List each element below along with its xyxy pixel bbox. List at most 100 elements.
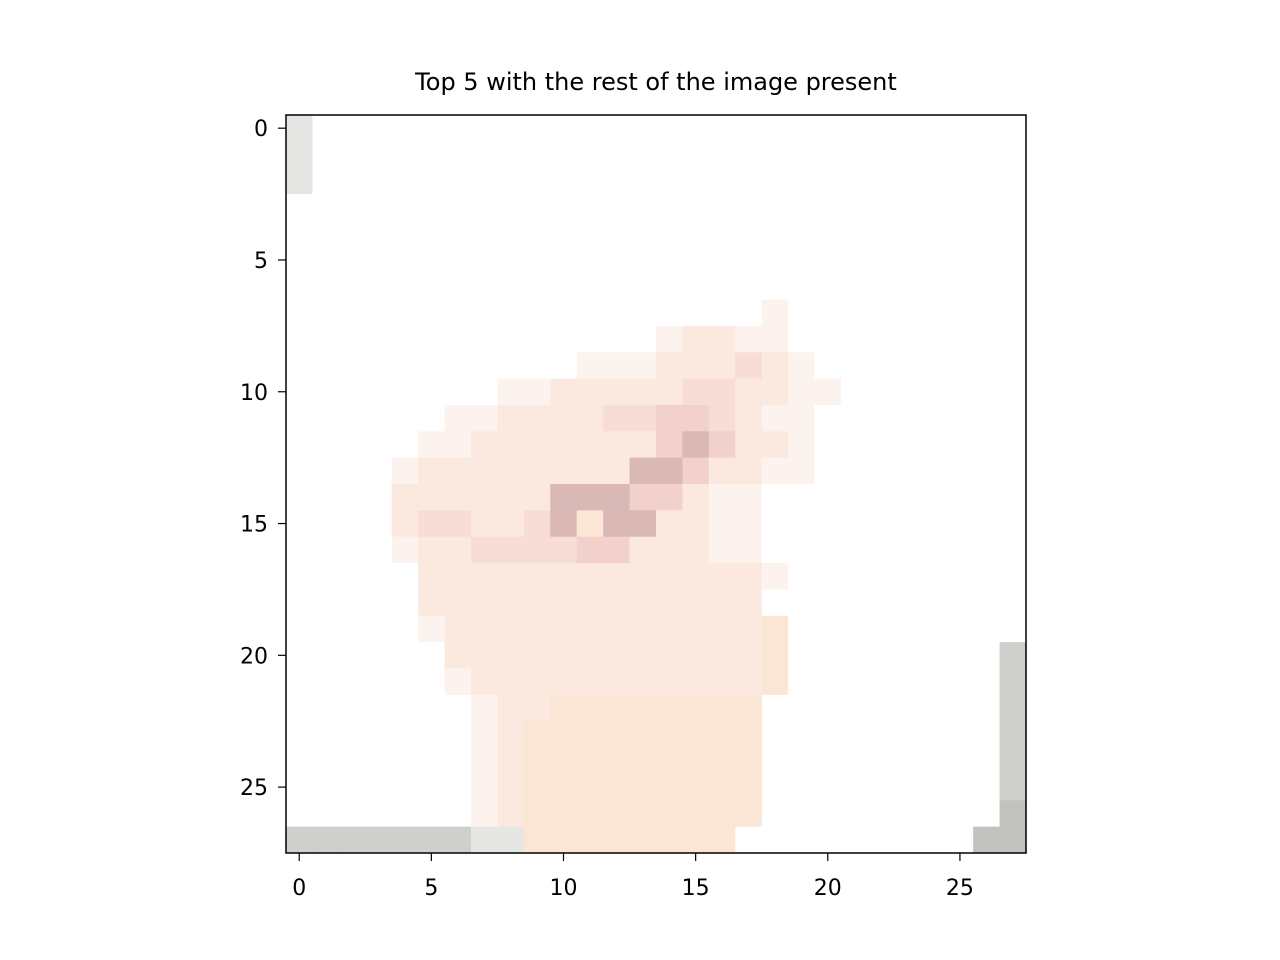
heatmap-cell	[471, 642, 499, 670]
heatmap-cell	[444, 194, 472, 222]
heatmap-cell	[893, 404, 921, 432]
heatmap-cell	[497, 589, 525, 617]
heatmap-cell	[788, 220, 816, 248]
heatmap-cell	[391, 431, 419, 459]
heatmap-cell	[761, 220, 789, 248]
heatmap-cell	[973, 246, 1001, 274]
heatmap-cell	[973, 325, 1001, 353]
heatmap-cell	[312, 246, 340, 274]
heatmap-cell	[893, 299, 921, 327]
heatmap-cell	[312, 325, 340, 353]
heatmap-cell	[814, 352, 842, 380]
heatmap-cell	[576, 167, 604, 195]
heatmap-cell	[312, 457, 340, 485]
heatmap-cell	[656, 246, 684, 274]
heatmap-cell	[708, 325, 736, 353]
x-tick-label: 20	[814, 876, 842, 901]
heatmap-cell	[603, 694, 631, 722]
heatmap-cell	[338, 484, 366, 511]
heatmap-cell	[656, 325, 684, 353]
heatmap-cell	[735, 773, 763, 801]
heatmap-cell	[523, 115, 551, 142]
heatmap-cell	[444, 642, 472, 670]
heatmap-cell	[365, 352, 393, 380]
heatmap-cell	[523, 431, 551, 459]
heatmap-cell	[603, 457, 631, 485]
heatmap-cell	[523, 721, 551, 749]
heatmap-cell	[841, 536, 869, 564]
heatmap-cell	[338, 273, 366, 301]
heatmap-cell	[471, 694, 499, 722]
heatmap-cell	[391, 694, 419, 722]
heatmap-cell	[365, 457, 393, 485]
heatmap-cell	[893, 484, 921, 511]
heatmap-cell	[946, 721, 974, 749]
heatmap-cell	[629, 563, 657, 591]
heatmap-cell	[735, 167, 763, 195]
heatmap-cell	[867, 273, 895, 301]
heatmap-cell	[629, 167, 657, 195]
heatmap-cell	[761, 246, 789, 274]
heatmap-cell	[788, 694, 816, 722]
heatmap-cell	[867, 115, 895, 142]
heatmap-cell	[418, 431, 446, 459]
heatmap-cell	[814, 484, 842, 511]
heatmap-cell	[682, 773, 710, 801]
heatmap-cell	[920, 167, 948, 195]
heatmap-cell	[999, 431, 1027, 459]
heatmap-cell	[418, 747, 446, 775]
heatmap-cell	[312, 615, 340, 643]
heatmap-cell	[391, 352, 419, 380]
heatmap-cell	[893, 352, 921, 380]
heatmap-cell	[471, 352, 499, 380]
heatmap-cell	[629, 694, 657, 722]
heatmap-cell	[497, 115, 525, 142]
heatmap-cell	[708, 773, 736, 801]
heatmap-cell	[497, 325, 525, 353]
heatmap-cell	[629, 747, 657, 775]
heatmap-cell	[920, 141, 948, 169]
heatmap-cell	[391, 220, 419, 248]
heatmap-cell	[973, 668, 1001, 696]
heatmap-cell	[920, 589, 948, 617]
heatmap-cell	[708, 141, 736, 169]
heatmap-cell	[893, 826, 921, 854]
heatmap-cell	[338, 404, 366, 432]
heatmap-cell	[286, 589, 314, 617]
heatmap-cell	[550, 273, 578, 301]
heatmap-cell	[550, 563, 578, 591]
heatmap-cell	[603, 378, 631, 406]
heatmap-cell	[576, 220, 604, 248]
heatmap-cell	[286, 694, 314, 722]
heatmap-cell	[576, 352, 604, 380]
heatmap-cell	[550, 325, 578, 353]
heatmap-cell	[973, 589, 1001, 617]
heatmap-cell	[814, 273, 842, 301]
heatmap-cell	[893, 694, 921, 722]
heatmap-cell	[920, 668, 948, 696]
heatmap-cell	[550, 642, 578, 670]
heatmap-cell	[418, 510, 446, 538]
heatmap-cell	[973, 800, 1001, 828]
heatmap-cell	[576, 484, 604, 511]
heatmap-cell	[338, 694, 366, 722]
heatmap-cell	[629, 220, 657, 248]
heatmap-cell	[444, 563, 472, 591]
heatmap-cell	[629, 194, 657, 222]
heatmap-cell	[656, 615, 684, 643]
heatmap-cell	[867, 141, 895, 169]
heatmap-cell	[682, 325, 710, 353]
heatmap-cell	[550, 800, 578, 828]
heatmap-cell	[814, 299, 842, 327]
heatmap-cell	[471, 563, 499, 591]
heatmap-cell	[708, 378, 736, 406]
heatmap-cell	[735, 404, 763, 432]
heatmap-cell	[841, 141, 869, 169]
heatmap-cell	[603, 668, 631, 696]
heatmap-cell	[444, 615, 472, 643]
heatmap-cell	[497, 352, 525, 380]
heatmap-cell	[893, 325, 921, 353]
heatmap-cell	[761, 721, 789, 749]
heatmap-cell	[418, 589, 446, 617]
